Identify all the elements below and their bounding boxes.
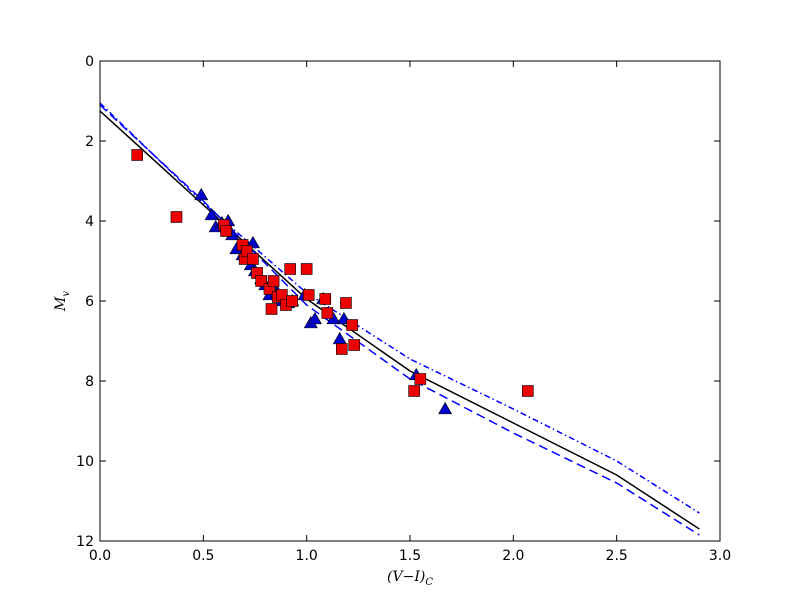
y-axis-label: Mv [53, 291, 72, 312]
fit-line-dashdot [100, 102, 700, 514]
square-point [276, 289, 288, 301]
data-markers [131, 149, 534, 415]
triangle-point [245, 235, 260, 249]
x-tick-label: 0.0 [89, 548, 111, 564]
square-point [319, 293, 332, 305]
square-point [302, 289, 315, 301]
square-point [340, 297, 352, 309]
x-tick-label: 1.5 [399, 548, 421, 564]
fit-line-solid [100, 110, 700, 530]
square-point [265, 303, 278, 315]
triangle-point [194, 187, 209, 201]
square-point [170, 211, 183, 223]
square-point [321, 307, 334, 319]
fit-lines [100, 102, 700, 536]
x-tick-label: 2.0 [502, 548, 524, 564]
square-point [408, 385, 420, 397]
square-point [284, 263, 296, 275]
triangle-point [332, 331, 347, 345]
square-point [414, 373, 427, 385]
plot-frame [99, 60, 721, 542]
square-point [348, 339, 361, 351]
square-point [346, 319, 358, 331]
y-tick-label: 10 [76, 454, 94, 470]
y-tick-label: 12 [76, 534, 94, 550]
y-tick-label: 8 [85, 374, 94, 390]
x-tick-label: 2.5 [606, 548, 628, 564]
y-tick-label: 2 [85, 134, 94, 150]
y-tick-label: 4 [85, 214, 94, 230]
x-tick-label: 0.5 [192, 548, 214, 564]
triangle-point [438, 401, 453, 415]
square-point [240, 245, 253, 257]
square-point [220, 225, 232, 237]
y-tick-label: 6 [85, 294, 94, 310]
square-point [267, 275, 280, 287]
x-axis-label: (V−I)C [387, 569, 433, 588]
square-point [255, 275, 267, 287]
square-point [247, 253, 259, 265]
fit-line-dashed [100, 104, 700, 536]
x-tick-label: 3.0 [709, 548, 731, 564]
square-point [521, 385, 534, 397]
square-point [286, 295, 299, 307]
square-point [335, 343, 348, 355]
axis-ticks: 0.0 0.5 1.0 1.5 2.0 2.5 3.0 0 2 4 6 8 10 12 [76, 54, 731, 564]
square-point [300, 263, 313, 275]
triangle-point [204, 207, 219, 221]
x-tick-label: 1.0 [296, 548, 318, 564]
triangle-point [307, 311, 322, 325]
square-point [131, 149, 143, 161]
y-tick-label: 0 [85, 54, 94, 70]
